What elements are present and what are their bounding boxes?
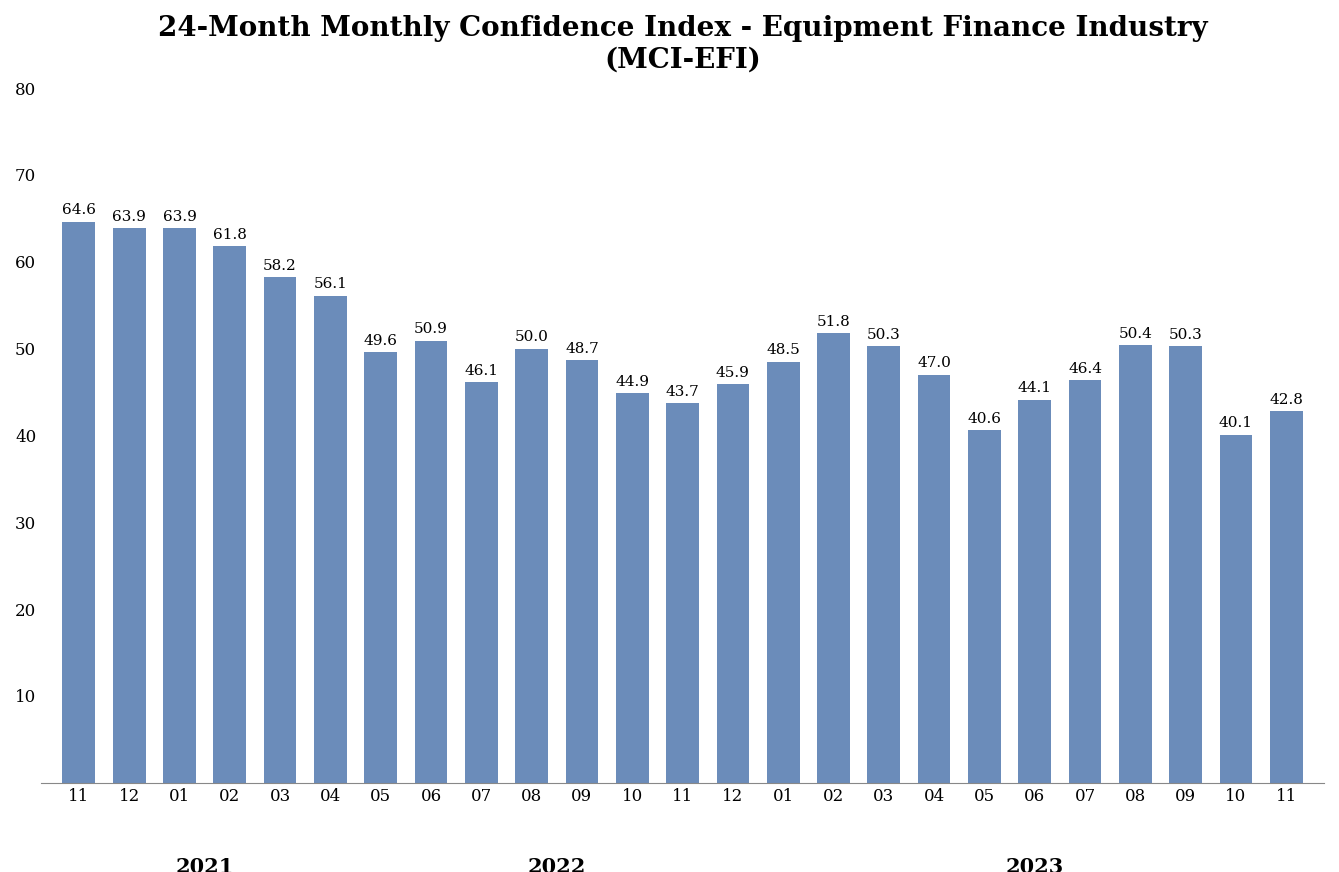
Text: 43.7: 43.7 xyxy=(665,385,699,399)
Text: 63.9: 63.9 xyxy=(112,209,146,223)
Bar xyxy=(63,221,95,783)
Bar xyxy=(315,296,347,783)
Text: 46.1: 46.1 xyxy=(465,364,498,378)
Bar xyxy=(1019,400,1051,783)
Bar xyxy=(868,346,900,783)
Bar xyxy=(415,341,447,783)
Title: 24-Month Monthly Confidence Index - Equipment Finance Industry
(MCI-EFI): 24-Month Monthly Confidence Index - Equi… xyxy=(158,15,1208,73)
Bar xyxy=(767,362,799,783)
Text: 48.7: 48.7 xyxy=(565,342,599,356)
Text: 56.1: 56.1 xyxy=(313,277,347,291)
Text: 49.6: 49.6 xyxy=(364,334,398,348)
Bar xyxy=(616,393,648,783)
Text: 45.9: 45.9 xyxy=(716,366,750,380)
Text: 47.0: 47.0 xyxy=(917,357,951,371)
Text: 40.1: 40.1 xyxy=(1218,416,1253,430)
Bar xyxy=(667,403,699,783)
Bar xyxy=(264,277,296,783)
Text: 2022: 2022 xyxy=(528,856,586,872)
Text: 63.9: 63.9 xyxy=(162,209,197,223)
Bar xyxy=(817,333,850,783)
Text: 2021: 2021 xyxy=(175,856,234,872)
Text: 2023: 2023 xyxy=(1006,856,1065,872)
Bar xyxy=(1220,434,1252,783)
Bar xyxy=(1269,411,1303,783)
Bar xyxy=(716,385,750,783)
Text: 50.3: 50.3 xyxy=(1169,328,1202,342)
Bar xyxy=(1069,380,1102,783)
Bar xyxy=(112,228,146,783)
Bar xyxy=(364,352,398,783)
Text: 58.2: 58.2 xyxy=(264,259,297,273)
Text: 50.0: 50.0 xyxy=(514,330,549,344)
Bar xyxy=(213,246,246,783)
Text: 50.4: 50.4 xyxy=(1118,327,1153,341)
Bar xyxy=(465,383,498,783)
Bar xyxy=(516,349,548,783)
Text: 50.9: 50.9 xyxy=(414,323,449,337)
Text: 61.8: 61.8 xyxy=(213,228,246,242)
Bar xyxy=(565,360,599,783)
Bar xyxy=(1169,346,1202,783)
Bar xyxy=(163,228,195,783)
Text: 44.1: 44.1 xyxy=(1018,381,1051,396)
Text: 42.8: 42.8 xyxy=(1269,392,1303,406)
Text: 40.6: 40.6 xyxy=(967,412,1002,426)
Text: 48.5: 48.5 xyxy=(766,344,799,358)
Text: 51.8: 51.8 xyxy=(817,315,850,329)
Text: 50.3: 50.3 xyxy=(866,328,901,342)
Text: 46.4: 46.4 xyxy=(1069,362,1102,376)
Bar xyxy=(1119,345,1152,783)
Text: 44.9: 44.9 xyxy=(615,375,649,389)
Bar xyxy=(968,430,1000,783)
Text: 64.6: 64.6 xyxy=(62,203,96,217)
Bar xyxy=(917,375,951,783)
